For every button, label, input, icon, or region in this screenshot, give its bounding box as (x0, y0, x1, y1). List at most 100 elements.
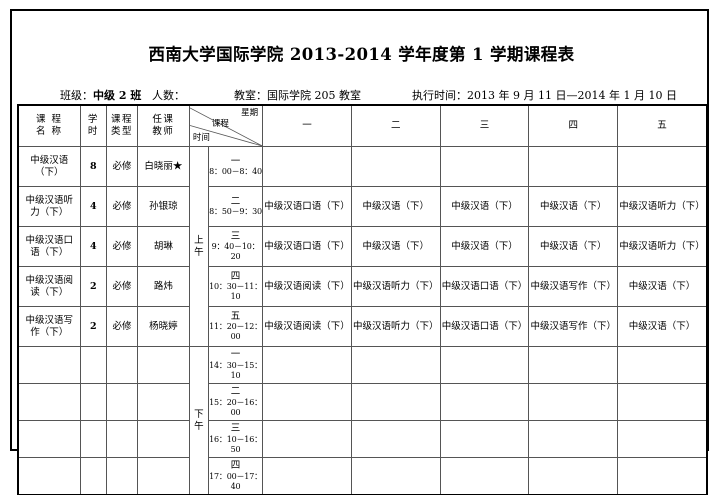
table-row: 中级汉语听 力（下） 4 必修 孙银琼二 8：50－9：30 中级汉语口语（下） 中级汉语（下… (18, 186, 707, 227)
period-range: 9：40－10：20 (211, 242, 260, 262)
header-course-type: 课程 类型 (106, 105, 139, 147)
cell-hours: 2 (79, 306, 108, 347)
cell-schedule-day-2 (350, 146, 441, 187)
cell-schedule-day-1 (262, 346, 352, 384)
cell-schedule-day-3 (439, 146, 530, 187)
cell-course-name (18, 383, 81, 421)
cell-schedule-day-4: 中级汉语写作（下） (528, 266, 619, 307)
cell-schedule-day-1 (262, 146, 352, 187)
info-period-value: 2013 年 9 月 11 日—2014 年 1 月 10 日 (467, 89, 677, 102)
header-day-2: 二 (350, 105, 441, 147)
cell-course-name (18, 420, 81, 458)
cell-hours: 4 (79, 186, 108, 227)
page-title: 西南大学国际学院 2013-2014 学年度第 1 学期课程表 (148, 45, 575, 64)
cell-schedule-day-3 (439, 346, 530, 384)
cell-hours (79, 346, 108, 384)
cell-schedule-day-1 (262, 457, 352, 495)
session-label-afternoon: 下午 (188, 346, 209, 495)
period-range: 17：00－17：40 (209, 471, 262, 491)
course-name-line1: 中级汉语 (30, 154, 69, 166)
cell-period-time: 四 10：30－11：10 (207, 266, 264, 307)
cell-period-time: 二 15：20－16：00 (207, 383, 264, 421)
cell-schedule-day-3: 中级汉语（下） (439, 226, 530, 267)
corner-label-course: 课程 (211, 119, 229, 129)
table-row: 下午一 14：30－15：10 (18, 346, 707, 495)
cell-schedule-day-5 (617, 146, 707, 187)
cell-schedule-day-5: 中级汉语听力（下） (617, 226, 707, 267)
cell-schedule-day-5 (617, 346, 707, 384)
cell-schedule-day-4: 中级汉语（下） (528, 186, 619, 227)
cell-schedule-day-5 (617, 383, 707, 421)
table-row: 三 16：10－16：50 (18, 420, 707, 458)
period-number: 二 (230, 386, 241, 398)
period-range: 8：00－8：40 (209, 167, 262, 177)
period-number: 五 (230, 310, 241, 322)
header-day-4: 四 (528, 105, 619, 147)
cell-teacher (137, 420, 190, 458)
cell-period-time: 三 16：10－16：50 (207, 420, 264, 458)
cell-teacher: 孙银琼 (137, 186, 190, 227)
cell-teacher: 杨晓婷 (137, 306, 190, 347)
cell-schedule-day-4 (528, 420, 619, 458)
info-line: 班级：中级 2 班 人数： 教室：国际学院 205 教室 执行时间：2013 年… (12, 87, 711, 105)
cell-course-type (106, 346, 139, 384)
cell-schedule-day-1: 中级汉语口语（下） (262, 226, 352, 267)
period-number: 二 (230, 195, 241, 207)
period-range: 16：10－16：50 (209, 434, 262, 454)
header-day-5: 五 (617, 105, 707, 147)
cell-period-time: 二 8：50－9：30 (207, 186, 264, 227)
corner-label-week: 星期 (241, 108, 259, 118)
cell-schedule-day-5: 中级汉语（下） (617, 266, 707, 307)
cell-hours: 8 (79, 146, 108, 187)
header-course-name-line2: 名 称 (36, 126, 63, 137)
table-row: 二 15：20－16：00 (18, 383, 707, 421)
cell-period-time: 四 17：00－17：40 (207, 457, 264, 495)
info-period-label: 执行时间： (412, 89, 467, 102)
cell-course-type: 必修 (106, 306, 139, 347)
header-hours: 学 时 (79, 105, 108, 147)
cell-schedule-day-5 (617, 420, 707, 458)
info-class-value: 中级 2 班 (93, 89, 142, 102)
cell-schedule-day-2 (350, 383, 441, 421)
cell-schedule-day-3: 中级汉语口语（下） (439, 266, 530, 307)
cell-period-time: 一 8：00－8：40 (207, 146, 264, 187)
period-range: 10：30－11：10 (209, 282, 262, 302)
corner-label-time: 时间 (192, 132, 210, 143)
cell-schedule-day-5: 中级汉语听力（下） (617, 186, 707, 227)
cell-schedule-day-3 (439, 420, 530, 458)
diagonal-lines-icon (190, 107, 262, 146)
cell-schedule-day-1: 中级汉语阅读（下） (262, 306, 352, 347)
cell-schedule-day-2 (350, 346, 441, 384)
cell-schedule-day-4 (528, 146, 619, 187)
table-row: 中级汉语口 语（下） 4 必修 胡琳三 9：40－10：20 中级汉语口语（下） 中级汉语（下… (18, 226, 707, 267)
cell-course-type: 必修 (106, 146, 139, 187)
cell-course-name (18, 346, 81, 384)
cell-period-time: 一 14：30－15：10 (207, 346, 264, 384)
course-name-line2: 作（下） (30, 326, 69, 338)
table-row: 中级汉语写 作（下） 2 必修 杨晓婷五 11：20－12：00 中级汉语阅读（下） 中级汉语… (18, 306, 707, 347)
cell-schedule-day-1: 中级汉语阅读（下） (262, 266, 352, 307)
cell-teacher (137, 383, 190, 421)
cell-schedule-day-2: 中级汉语（下） (350, 186, 441, 227)
header-day-3: 三 (439, 105, 530, 147)
cell-teacher: 白晓丽★ (137, 146, 190, 187)
cell-course-name: 中级汉语阅 读（下） (18, 266, 81, 307)
session-label-morning: 上午 (188, 146, 209, 347)
table-header-row: 课 程 名 称 学 时 课程 类型 任课 教师 (18, 105, 707, 147)
info-period: 执行时间：2013 年 9 月 11 日—2014 年 1 月 10 日 (412, 87, 677, 103)
cell-course-type (106, 383, 139, 421)
cell-hours (79, 420, 108, 458)
table-row: 中级汉语 （下） 8 必修 白晓丽★ 上午一 8：00－8：40 (18, 146, 707, 347)
cell-schedule-day-4 (528, 383, 619, 421)
info-class: 班级：中级 2 班 (60, 87, 141, 103)
cell-course-type (106, 457, 139, 495)
cell-course-name: 中级汉语听 力（下） (18, 186, 81, 227)
cell-course-name: 中级汉语写 作（下） (18, 306, 81, 347)
cell-schedule-day-3: 中级汉语（下） (439, 186, 530, 227)
cell-teacher: 路炜 (137, 266, 190, 307)
info-room: 教室：国际学院 205 教室 (234, 87, 361, 103)
cell-course-type (106, 420, 139, 458)
course-name-line1: 中级汉语口 (25, 234, 74, 246)
period-range: 8：50－9：30 (209, 207, 262, 217)
info-room-value: 国际学院 205 教室 (267, 89, 361, 102)
